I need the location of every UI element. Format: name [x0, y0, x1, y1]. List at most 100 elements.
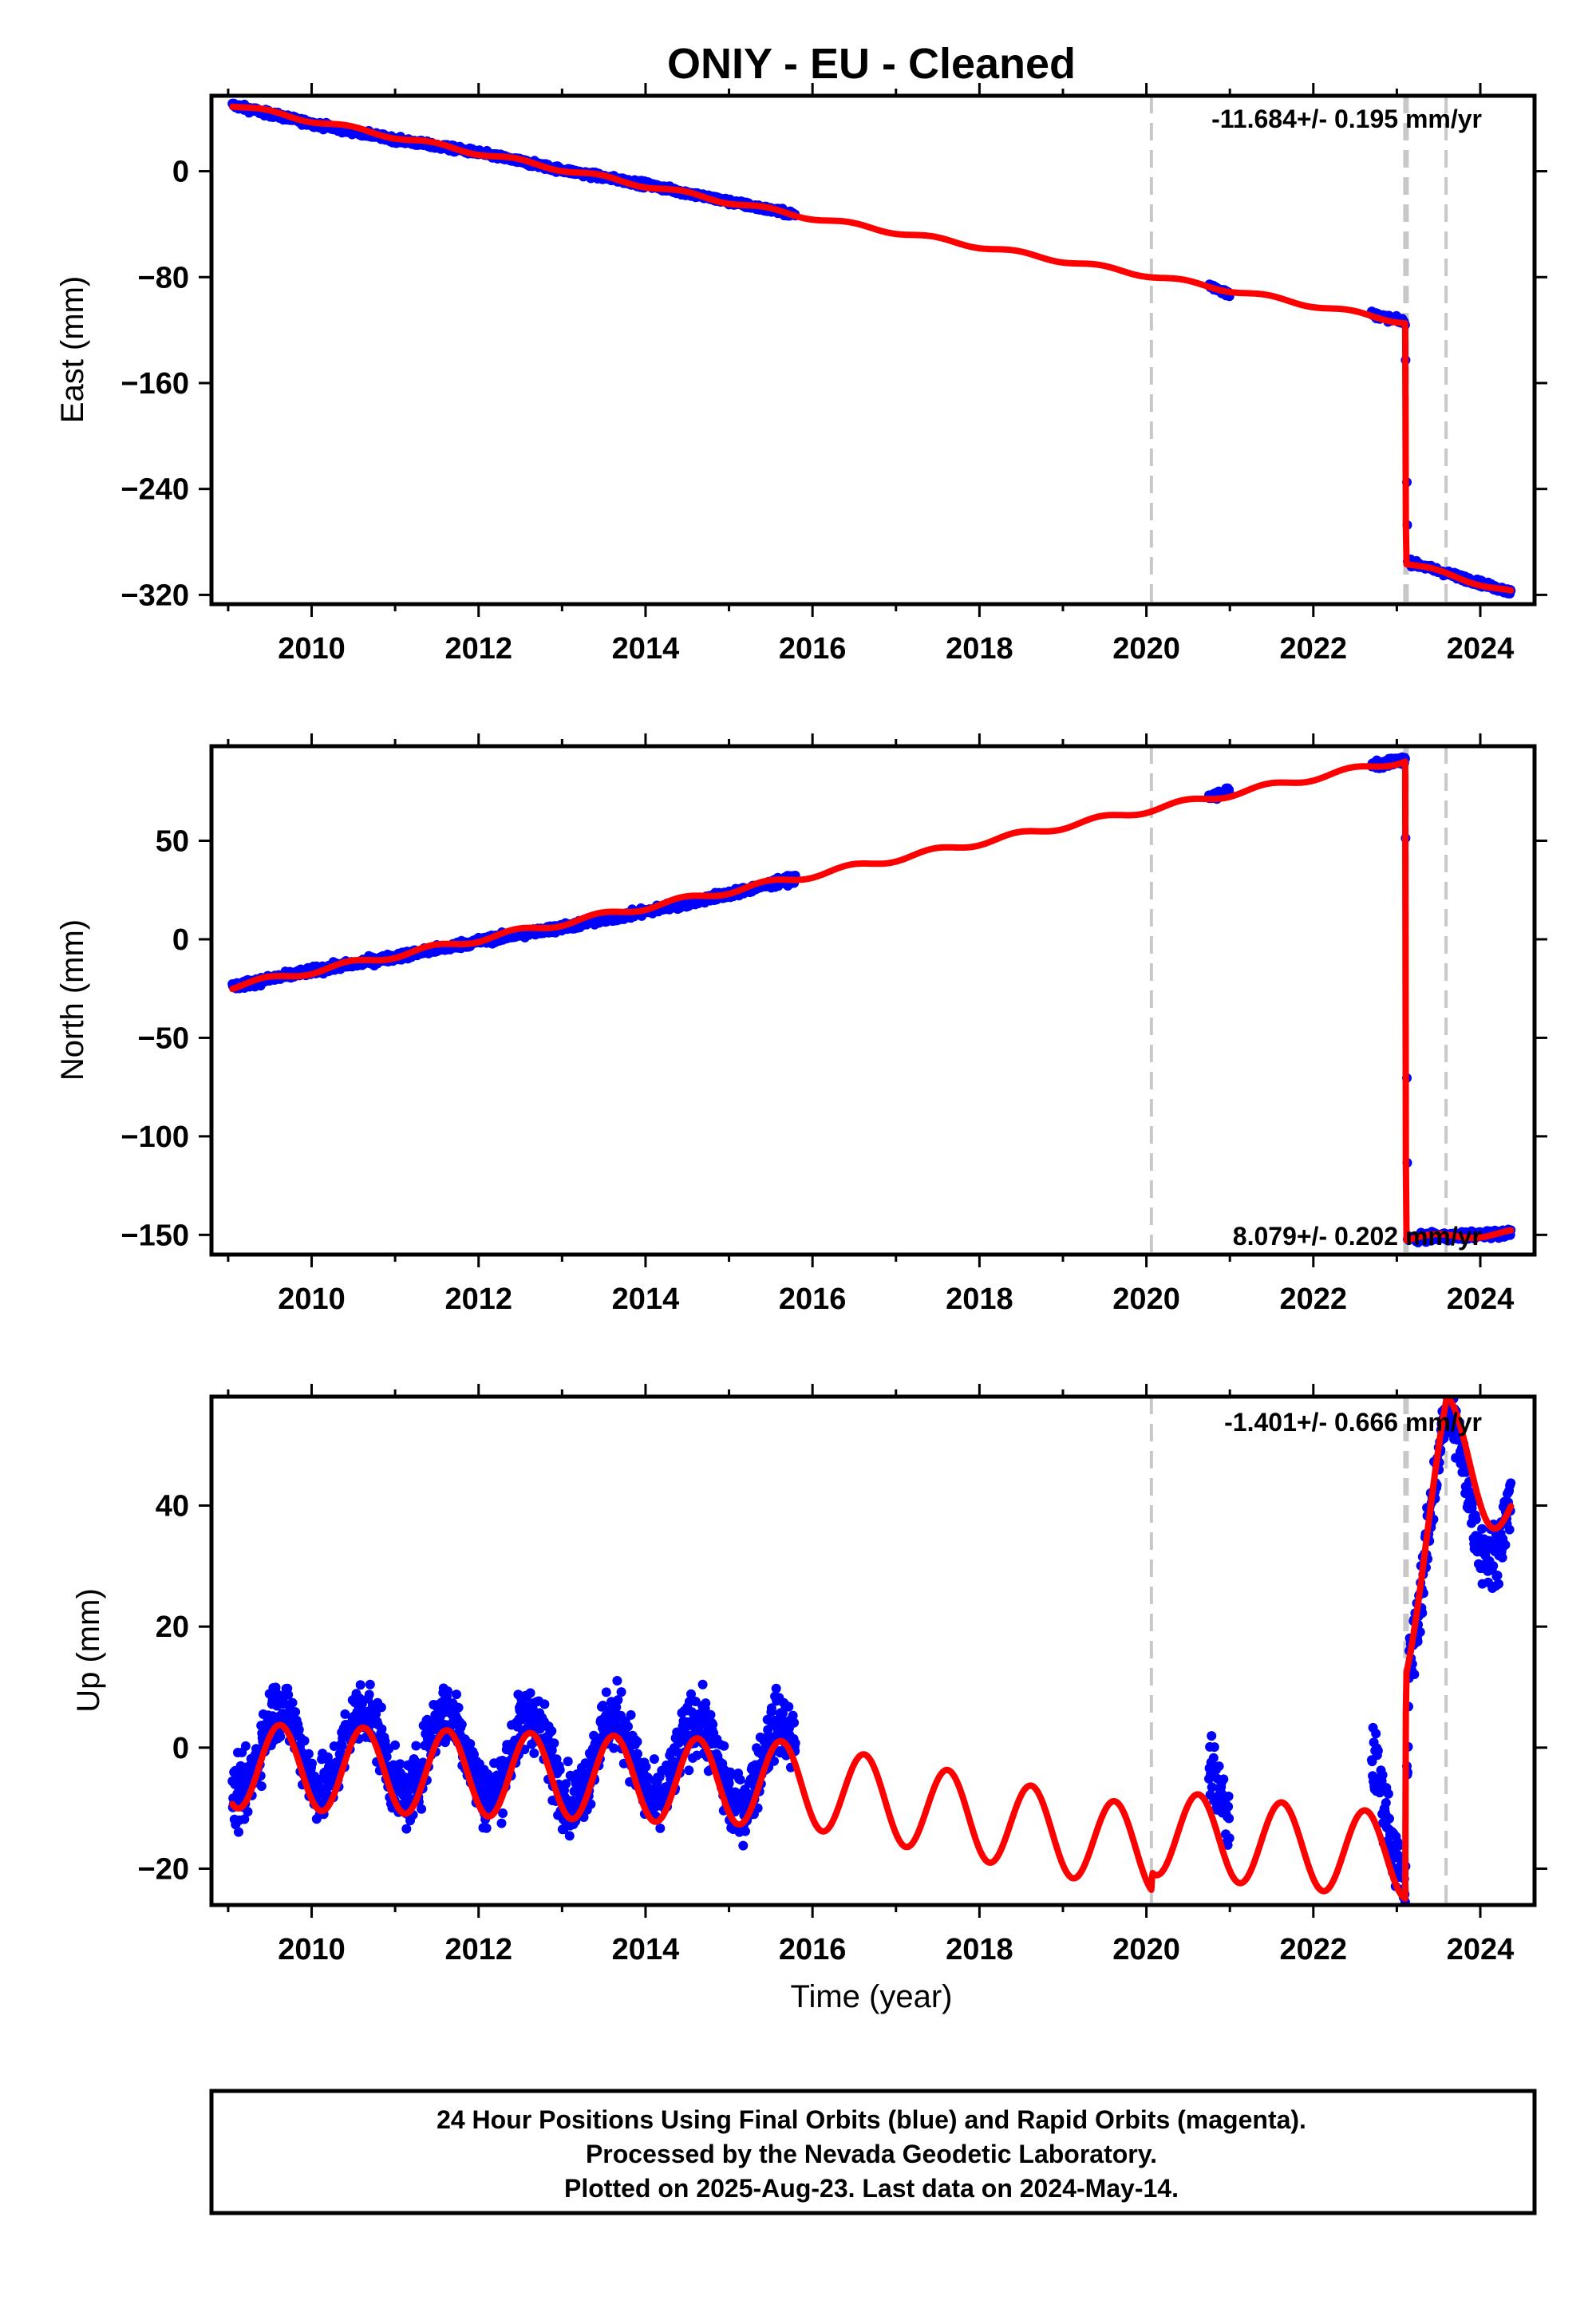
x-tick-label: 2022: [1280, 632, 1348, 666]
x-tick-label: 2022: [1280, 1282, 1348, 1316]
data-point: [364, 1690, 374, 1700]
x-tick-label: 2016: [779, 632, 847, 666]
east-panel: 2010 2012 2014 2016 2018 2020 2022 20240−80−160…: [55, 83, 1547, 666]
y-tick-label: −150: [120, 1219, 189, 1252]
data-point: [452, 1690, 461, 1700]
east-axes: 2010 2012 2014 2016 2018 2020 2022 20240−80−160…: [120, 83, 1547, 666]
data-point: [547, 1726, 557, 1736]
data-point: [564, 1831, 575, 1841]
x-tick-label: 2012: [444, 632, 512, 666]
data-point: [365, 1679, 375, 1690]
up-panel: 2010 2012 2014 2016 2018 2020 2022 202440200−20…: [71, 1384, 1547, 1966]
data-point: [287, 1697, 298, 1708]
data-point: [633, 1749, 642, 1759]
data-point: [641, 1761, 651, 1772]
y-tick-label: −80: [138, 261, 189, 294]
data-point: [1208, 1753, 1219, 1763]
data-point: [529, 1748, 539, 1758]
data-point: [443, 1686, 452, 1697]
data-point: [655, 1823, 666, 1833]
y-tick-label: −320: [120, 579, 189, 612]
data-point: [626, 1709, 636, 1720]
x-tick-label: 2018: [946, 1282, 1013, 1316]
data-point: [1209, 1742, 1219, 1753]
y-tick-label: −50: [138, 1022, 189, 1055]
data-point: [789, 1717, 800, 1728]
data-point: [719, 1741, 729, 1751]
north-model-fit-line: [229, 758, 1515, 1244]
data-point: [303, 1749, 314, 1759]
data-point: [632, 1737, 642, 1747]
north-plot-area: [227, 746, 1516, 1255]
data-point: [741, 1826, 750, 1836]
x-tick-label: 2010: [278, 632, 346, 666]
north-final-orbit-points: [227, 752, 1516, 1247]
data-point: [735, 1775, 745, 1784]
data-point: [705, 1709, 716, 1720]
east-plot-frame: [209, 93, 1537, 607]
data-point: [790, 1738, 800, 1749]
data-point: [234, 1827, 243, 1837]
data-point: [623, 1721, 633, 1732]
y-tick-label: −240: [120, 473, 189, 507]
data-point: [563, 1757, 573, 1767]
data-point: [525, 1688, 535, 1698]
data-point: [784, 1701, 794, 1712]
data-point: [275, 1732, 286, 1741]
y-tick-label: 50: [156, 825, 189, 859]
y-tick-label: 0: [172, 156, 189, 189]
east-y-axis-label: East (mm): [55, 276, 90, 423]
data-point: [307, 1758, 317, 1769]
data-point: [376, 1702, 386, 1713]
x-tick-label: 2014: [612, 632, 680, 666]
data-point: [401, 1824, 412, 1834]
x-tick-label: 2020: [1112, 632, 1180, 666]
up-final-orbit-points: [227, 1397, 1516, 1905]
data-point: [390, 1740, 401, 1750]
data-point: [299, 1736, 310, 1746]
data-point: [256, 1781, 267, 1792]
north-plot-frame: [209, 744, 1537, 1257]
figure-title: ONIY - EU - Cleaned: [667, 40, 1076, 88]
east-plot-content: [227, 96, 1516, 604]
data-point: [1219, 1774, 1229, 1784]
data-point: [417, 1804, 427, 1814]
data-point: [496, 1818, 507, 1828]
data-point: [453, 1702, 464, 1713]
x-tick-label: 2014: [612, 1282, 680, 1316]
data-point: [616, 1687, 626, 1697]
up-plot-area: [227, 1397, 1516, 1905]
north-y-axis-label: North (mm): [55, 919, 90, 1081]
data-point: [684, 1765, 694, 1776]
east-plot-area: [227, 96, 1516, 604]
data-point: [377, 1724, 387, 1734]
data-point: [549, 1738, 559, 1749]
north-plot-content: [227, 746, 1516, 1255]
data-point: [708, 1719, 718, 1729]
data-point: [1214, 1761, 1224, 1772]
data-point: [555, 1765, 565, 1775]
data-point: [649, 1754, 659, 1765]
north-rate-label: 8.079+/- 0.202 mm/yr: [1233, 1222, 1482, 1251]
east-model-fit-line: [229, 103, 1515, 594]
data-point: [601, 1687, 611, 1697]
y-tick-label: 0: [172, 923, 189, 957]
x-tick-label: 2018: [946, 632, 1013, 666]
east-final-orbit-points: [227, 98, 1516, 599]
y-tick-label: −100: [120, 1120, 189, 1154]
data-point: [290, 1707, 301, 1717]
data-point: [724, 1778, 734, 1788]
x-tick-label: 2024: [1447, 632, 1515, 666]
up-plot-content: [227, 1397, 1516, 1905]
data-point: [411, 1741, 421, 1751]
data-point: [294, 1725, 304, 1735]
data-point: [481, 1823, 492, 1833]
data-point: [539, 1699, 550, 1709]
x-tick-label: 2010: [278, 1282, 346, 1316]
data-point: [697, 1679, 708, 1690]
data-point: [355, 1680, 365, 1690]
x-tick-label: 2012: [444, 1282, 512, 1316]
data-point: [612, 1676, 622, 1686]
data-point: [771, 1683, 781, 1694]
